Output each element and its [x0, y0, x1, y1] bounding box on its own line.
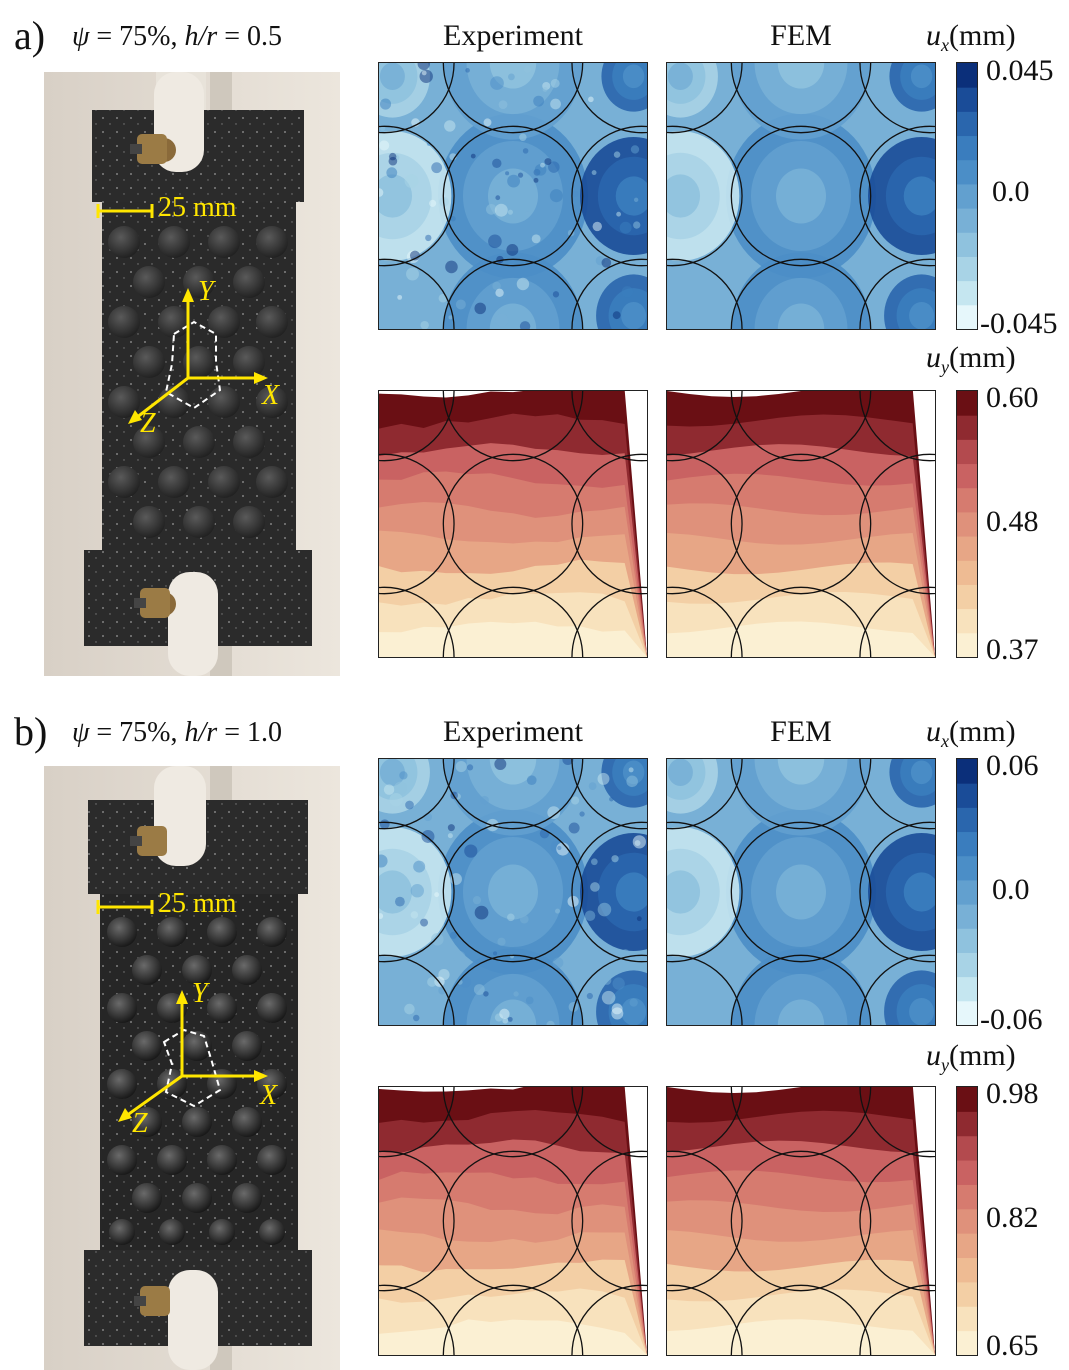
axis-y-label-a: Y [198, 276, 214, 307]
psi-value: = 75%, [89, 717, 185, 748]
ux-tick-min-a: -0.045 [980, 307, 1058, 340]
uy-tick-mid-b: 0.82 [986, 1201, 1039, 1234]
ux-colorbar-b [956, 758, 978, 1026]
uy-tick-min-a: 0.37 [986, 633, 1039, 666]
psi-value: = 75%, [89, 21, 185, 52]
panel-b-letter: b) [14, 709, 48, 754]
uy-tick-max-b: 0.98 [986, 1077, 1039, 1110]
uy-tick-mid-a: 0.48 [986, 505, 1039, 538]
ratio-value: = 0.5 [217, 21, 282, 52]
ux-tick-max-b: 0.06 [986, 749, 1039, 782]
fem-title-b: FEM [770, 715, 832, 748]
uy-experiment-map-b [378, 1086, 648, 1356]
ux-experiment-map-a [378, 62, 648, 330]
uy-unit-a: uy(mm) [926, 341, 1016, 378]
axis-z-label-b: Z [132, 1108, 148, 1139]
fem-title-a: FEM [770, 19, 832, 52]
psi-symbol: ψ [72, 717, 90, 748]
ux-tick-mid-a: 0.0 [992, 175, 1030, 208]
ux-tick-min-b: -0.06 [980, 1003, 1043, 1036]
uy-colorbar-b [956, 1086, 978, 1356]
uy-fem-map-a [666, 390, 936, 658]
panel-a-caption: ψ = 75%, h/r = 0.5 [72, 22, 282, 52]
ux-tick-mid-b: 0.0 [992, 873, 1030, 906]
ratio-symbol: h/r [184, 21, 218, 52]
psi-symbol: ψ [72, 21, 90, 52]
experiment-title-a: Experiment [443, 19, 583, 52]
specimen-photo-b: 25 mm Y X Z [44, 766, 340, 1370]
axis-x-label-a: X [262, 380, 280, 411]
uy-unit-b: uy(mm) [926, 1039, 1016, 1076]
uy-fem-map-b [666, 1086, 936, 1356]
ratio-symbol: h/r [184, 717, 218, 748]
uy-colorbar-a [956, 390, 978, 658]
ux-experiment-map-b [378, 758, 648, 1026]
ux-fem-map-b [666, 758, 936, 1026]
axis-z-label-a: Z [140, 408, 156, 439]
panel-a-letter: a) [14, 13, 46, 58]
axis-x-label-b: X [260, 1080, 278, 1111]
panel-b-caption: ψ = 75%, h/r = 1.0 [72, 718, 282, 748]
scale-label-b: 25 mm [158, 888, 237, 919]
ux-unit-a: ux(mm) [926, 19, 1016, 56]
uy-experiment-map-a [378, 390, 648, 658]
scale-label-a: 25 mm [158, 192, 237, 223]
ux-fem-map-a [666, 62, 936, 330]
specimen-photo-a: 25 mm Y X Z [44, 72, 340, 676]
ux-colorbar-a [956, 62, 978, 330]
uy-tick-min-b: 0.65 [986, 1329, 1039, 1362]
ux-tick-max-a: 0.045 [986, 54, 1054, 87]
uy-tick-max-a: 0.60 [986, 381, 1039, 414]
axis-y-label-b: Y [192, 978, 208, 1009]
experiment-title-b: Experiment [443, 715, 583, 748]
ux-unit-b: ux(mm) [926, 715, 1016, 752]
ratio-value: = 1.0 [217, 717, 282, 748]
